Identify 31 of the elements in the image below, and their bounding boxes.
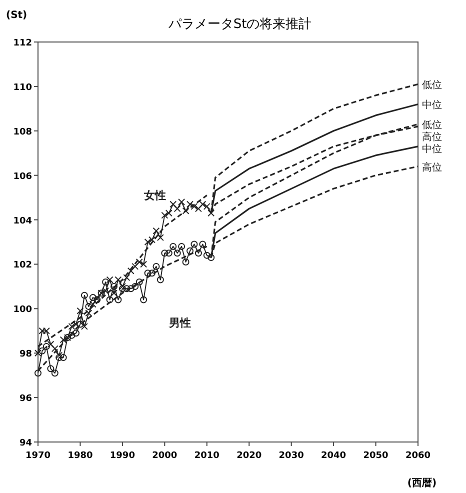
- y-tick-label: 108: [13, 127, 32, 138]
- x-tick-label: 1970: [25, 451, 51, 461]
- x-tick-label: 1990: [110, 451, 135, 461]
- text: 男性: [168, 316, 192, 330]
- y-tick-label: 98: [19, 350, 32, 360]
- y-tick-label: 102: [13, 260, 32, 271]
- series-label: 中位: [422, 99, 442, 112]
- x-tick-label: 2030: [278, 451, 304, 461]
- series-label: 高位: [422, 131, 442, 144]
- x-tick-label: 1980: [68, 451, 93, 461]
- series-label: 女性: [142, 189, 166, 202]
- y-tick-label: 100: [13, 305, 32, 316]
- series-label: 低位: [422, 119, 442, 132]
- y-tick-label: 110: [13, 82, 32, 93]
- y-tick-label: 106: [13, 172, 32, 182]
- x-tick-label: 2060: [405, 451, 431, 461]
- x-tick-label: 2050: [363, 451, 388, 461]
- y-axis-title: (St): [6, 10, 28, 21]
- x-tick-label: 2010: [194, 451, 220, 461]
- series-label: 低位: [422, 79, 442, 92]
- y-tick-label: 104: [13, 216, 32, 226]
- y-tick-label: 96: [19, 394, 32, 404]
- x-tick-label: 2000: [152, 451, 178, 461]
- chart-title: パラメータStの将来推計: [167, 17, 312, 32]
- y-tick-label: 112: [13, 38, 32, 48]
- y-tick-label: 94: [19, 438, 32, 448]
- x-axis-title: (西暦): [407, 477, 437, 489]
- x-tick-label: 2020: [236, 451, 262, 461]
- series-label: 高位: [422, 161, 442, 174]
- x-tick-label: 2040: [321, 451, 346, 461]
- series-label: 中位: [422, 143, 442, 156]
